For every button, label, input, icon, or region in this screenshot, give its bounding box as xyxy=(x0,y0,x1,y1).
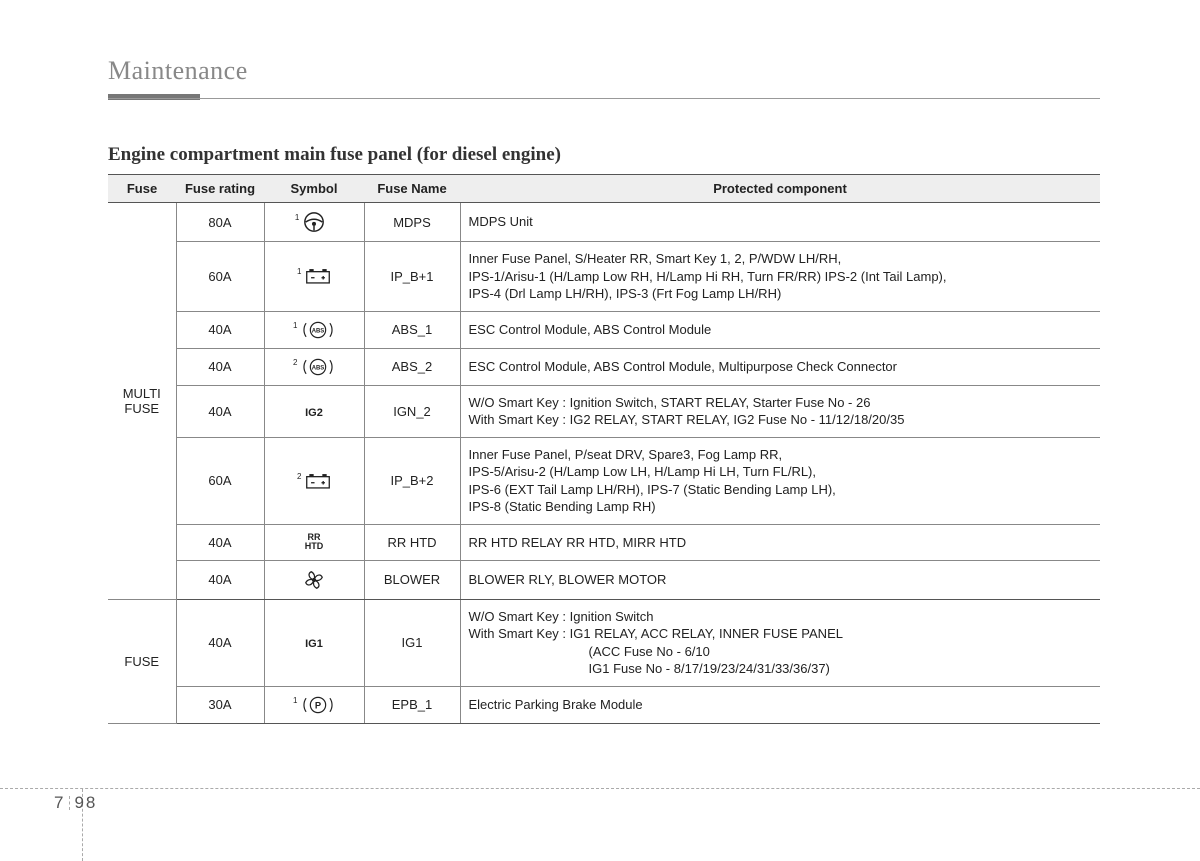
fuse-name: IP_B+2 xyxy=(364,437,460,524)
abs-icon: ABS xyxy=(301,357,335,377)
svg-text:P: P xyxy=(315,700,321,710)
fuse-name: BLOWER xyxy=(364,560,460,599)
battery-icon xyxy=(305,267,331,285)
protected-component: MDPS Unit xyxy=(460,203,1100,242)
fan-icon xyxy=(303,569,325,591)
fuse-symbol: IG1 xyxy=(264,599,364,686)
fuse-rating: 40A xyxy=(176,560,264,599)
fuse-name: EPB_1 xyxy=(364,686,460,723)
battery-icon xyxy=(305,472,331,490)
protected-component: ESC Control Module, ABS Control Module xyxy=(460,311,1100,348)
col-symbol: Symbol xyxy=(264,175,364,203)
crop-mark-horizontal xyxy=(0,788,1200,789)
fuse-name: IP_B+1 xyxy=(364,242,460,312)
table-row: 40A BLOWERBLOWER RLY, BLOWER MOTOR xyxy=(108,560,1100,599)
fuse-symbol: 1 xyxy=(264,242,364,312)
fuse-rating: 40A xyxy=(176,348,264,385)
protected-component: Inner Fuse Panel, S/Heater RR, Smart Key… xyxy=(460,242,1100,312)
protected-component: RR HTD RELAY RR HTD, MIRR HTD xyxy=(460,524,1100,560)
protected-component: Inner Fuse Panel, P/seat DRV, Spare3, Fo… xyxy=(460,437,1100,524)
fuse-name: IG1 xyxy=(364,599,460,686)
table-row: MULTIFUSE80A1 1MDPSMDPS Unit xyxy=(108,203,1100,242)
chapter-number: 7 xyxy=(54,793,65,812)
fuse-table: Fuse Fuse rating Symbol Fuse Name Protec… xyxy=(108,174,1100,724)
table-row: 40A1 ABSABS_1ESC Control Module, ABS Con… xyxy=(108,311,1100,348)
page-number: 7 98 xyxy=(54,793,97,813)
page-separator xyxy=(69,796,70,810)
manual-page: Maintenance Engine compartment main fuse… xyxy=(0,0,1200,861)
fuse-rating: 60A xyxy=(176,242,264,312)
fuse-name: ABS_1 xyxy=(364,311,460,348)
section-rule-thick xyxy=(108,94,200,100)
fuse-rating: 60A xyxy=(176,437,264,524)
section-rule xyxy=(108,92,1100,100)
symbol-text: IG1 xyxy=(305,638,323,650)
fuse-rating: 30A xyxy=(176,686,264,723)
table-row: 60A1 IP_B+1Inner Fuse Panel, S/Heater RR… xyxy=(108,242,1100,312)
fuse-name: IGN_2 xyxy=(364,385,460,437)
table-row: FUSE40AIG1IG1W/O Smart Key : Ignition Sw… xyxy=(108,599,1100,686)
parking-icon: P xyxy=(301,695,335,715)
page-in-chapter: 98 xyxy=(74,793,97,812)
svg-text:ABS: ABS xyxy=(312,328,325,334)
fuse-rating: 80A xyxy=(176,203,264,242)
fuse-table-head: Fuse Fuse rating Symbol Fuse Name Protec… xyxy=(108,175,1100,203)
fuse-rating: 40A xyxy=(176,385,264,437)
fuse-symbol: IG2 xyxy=(264,385,364,437)
section-title: Maintenance xyxy=(108,56,1100,86)
protected-component: ESC Control Module, ABS Control Module, … xyxy=(460,348,1100,385)
fuse-name: ABS_2 xyxy=(364,348,460,385)
fuse-symbol xyxy=(264,560,364,599)
table-row: 40A RRHTD RR HTDRR HTD RELAY RR HTD, MIRR … xyxy=(108,524,1100,560)
protected-component: Electric Parking Brake Module xyxy=(460,686,1100,723)
fuse-symbol: 2 xyxy=(264,437,364,524)
section-rule-thin xyxy=(108,98,1100,99)
fuse-rating: 40A xyxy=(176,311,264,348)
table-row: 30A1 PEPB_1Electric Parking Brake Module xyxy=(108,686,1100,723)
fuse-symbol: 1 1 xyxy=(264,203,364,242)
table-row: 40A2 ABSABS_2ESC Control Module, ABS Con… xyxy=(108,348,1100,385)
protected-component: W/O Smart Key : Ignition SwitchWith Smar… xyxy=(460,599,1100,686)
fuse-symbol: 2 ABS xyxy=(264,348,364,385)
protected-component: W/O Smart Key : Ignition Switch, START R… xyxy=(460,385,1100,437)
table-row: 40A IG2 IGN_2W/O Smart Key : Ignition Swit… xyxy=(108,385,1100,437)
table-row: 60A2 IP_B+2Inner Fuse Panel, P/seat DRV,… xyxy=(108,437,1100,524)
col-name: Fuse Name xyxy=(364,175,460,203)
svg-text:ABS: ABS xyxy=(312,365,325,371)
fuse-symbol: 1 P xyxy=(264,686,364,723)
fuse-rating: 40A xyxy=(176,524,264,560)
fuse-table-body: MULTIFUSE80A1 1MDPSMDPS Unit60A1 IP_B+1I… xyxy=(108,203,1100,724)
fuse-rating: 40A xyxy=(176,599,264,686)
steering-wheel-icon xyxy=(303,211,325,233)
symbol-text: IG2 xyxy=(305,407,323,419)
fuse-symbol: RRHTD xyxy=(264,524,364,560)
col-rating: Fuse rating xyxy=(176,175,264,203)
protected-component: BLOWER RLY, BLOWER MOTOR xyxy=(460,560,1100,599)
fuse-name: MDPS xyxy=(364,203,460,242)
fuse-symbol: 1 ABS xyxy=(264,311,364,348)
table-title: Engine compartment main fuse panel (for … xyxy=(108,144,1100,166)
col-protected: Protected component xyxy=(460,175,1100,203)
fuse-group-label: MULTIFUSE xyxy=(108,203,176,600)
symbol-text-stack: RRHTD xyxy=(273,533,356,552)
fuse-group-label: FUSE xyxy=(108,599,176,723)
fuse-name: RR HTD xyxy=(364,524,460,560)
col-fuse: Fuse xyxy=(108,175,176,203)
abs-icon: ABS xyxy=(301,320,335,340)
